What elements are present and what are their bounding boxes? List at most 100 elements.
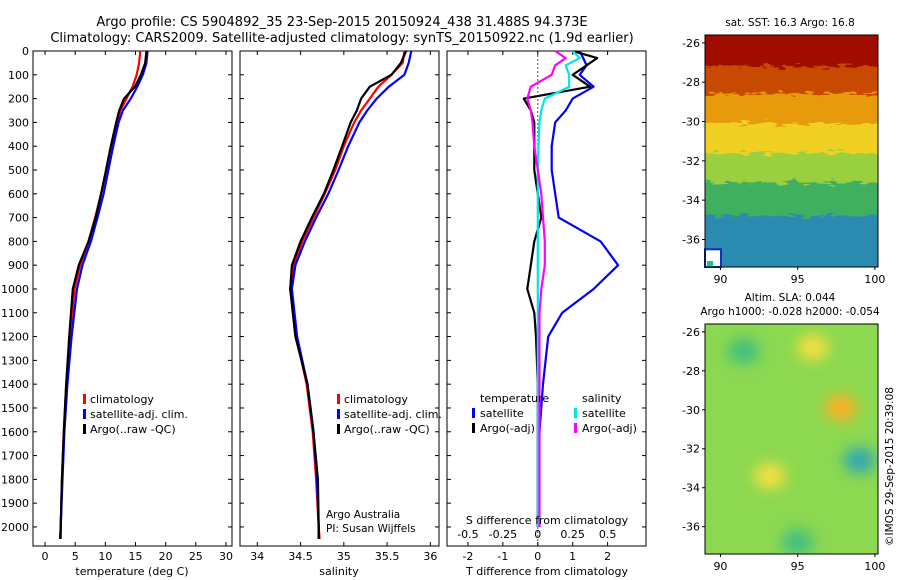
pi-note: PI: Susan Wijffels <box>326 523 416 535</box>
depth-tick-label: 1900 <box>1 497 29 510</box>
sst-map: -26 -28 -30 -32 -34 -36 90 95 100 <box>682 35 885 286</box>
lat-tick-label: -34 <box>682 194 700 207</box>
legend-swatch-satellite <box>83 409 86 419</box>
legend-swatch-t-satellite <box>472 408 475 418</box>
x-tick-label: 35 <box>337 550 351 563</box>
sla-blob <box>727 338 760 365</box>
lon-tick-label: 100 <box>864 560 885 573</box>
depth-tick-label: 1200 <box>1 331 29 344</box>
lat-tick-label: -28 <box>682 76 700 89</box>
x-tick-label: 20 <box>159 550 173 563</box>
lat-tick-label: -30 <box>682 116 700 129</box>
sla-map-title-line2: Argo h1000: -0.028 h2000: -0.054 <box>700 306 880 318</box>
sla-field <box>705 324 878 554</box>
sla-map-frame <box>704 323 879 555</box>
series-line <box>536 50 581 527</box>
depth-axis: 0 100 200 300 400 500 600 700 800 900 1000 1100 1200… <box>1 45 646 534</box>
lat-tick-label: -26 <box>682 37 700 50</box>
x-tick-label: 35.5 <box>375 550 400 563</box>
legend-swatch-argo <box>83 424 86 434</box>
lon-tick-label: 100 <box>864 273 885 286</box>
sst-map-title: sat. SST: 16.3 Argo: 16.8 <box>725 17 855 29</box>
legend-swatch-climatology <box>337 394 340 404</box>
lon-tick-label: 90 <box>713 273 727 286</box>
tdiff-xlabel: T difference from climatology <box>465 565 628 578</box>
legend-title-salinity: salinity <box>582 392 622 405</box>
legend-label-t-argo: Argo(-adj) <box>480 422 535 435</box>
lon-tick-label: 95 <box>791 273 805 286</box>
x-tick-label: 34 <box>250 550 264 563</box>
depth-tick-label: 500 <box>8 164 29 177</box>
legend-swatch-climatology <box>83 394 86 404</box>
difference-panel-frame <box>446 50 647 547</box>
series-line <box>536 50 620 528</box>
sdiff-xlabel: S difference from climatology <box>466 514 629 527</box>
x-tick-label: 25 <box>189 550 203 563</box>
sla-base <box>705 324 878 554</box>
x-tick-label: 15 <box>129 550 143 563</box>
depth-tick-label: 700 <box>8 212 29 225</box>
s-tick-label: 0.5 <box>599 528 617 541</box>
depth-tick-label: 800 <box>8 235 29 248</box>
x-tick-label: 36 <box>423 550 437 563</box>
temperature-xlabel: temperature (deg C) <box>75 565 188 578</box>
lat-tick-label: -36 <box>682 233 700 246</box>
depth-tick-label: 1700 <box>1 450 29 463</box>
sla-blobs <box>727 334 876 554</box>
series-line <box>290 50 413 539</box>
salinity-xlabel: salinity <box>319 565 359 578</box>
sst-map-frame <box>704 34 879 268</box>
difference-legend: temperature satellite Argo(-adj) salinit… <box>472 392 637 435</box>
legend-label-climatology: climatology <box>90 393 154 406</box>
depth-tick-label: 1000 <box>1 283 29 296</box>
series-line <box>289 50 406 539</box>
lat-tick-label: -28 <box>682 365 700 378</box>
x-tick-label: 10 <box>98 550 112 563</box>
figure-title-line1: Argo profile: CS 5904892_35 23-Sep-2015 … <box>96 15 587 30</box>
salinity-profiles: 34 34.5 35 35.5 36 <box>250 50 437 563</box>
depth-tick-label: 1300 <box>1 354 29 367</box>
legend-swatch-satellite <box>337 409 340 419</box>
lat-tick-label: -26 <box>682 326 700 339</box>
legend-label-t-satellite: satellite <box>480 407 524 420</box>
lat-tick-label: -34 <box>682 482 700 495</box>
depth-tick-label: 400 <box>8 140 29 153</box>
legend-title-temperature: temperature <box>480 392 549 405</box>
depth-tick-label: 1100 <box>1 307 29 320</box>
lon-tick-label: 90 <box>713 560 727 573</box>
x-tick-label: 30 <box>219 550 233 563</box>
sla-map: -26 -28 -30 -32 -34 -36 90 95 100 <box>682 324 885 573</box>
lat-tick-label: -32 <box>682 155 700 168</box>
sst-band <box>705 215 878 267</box>
legend-label-satellite: satellite-adj. clim. <box>344 408 442 421</box>
legend-label-s-argo: Argo(-adj) <box>582 422 637 435</box>
x-tick-label: 2 <box>604 550 611 563</box>
x-tick-label: -2 <box>462 550 473 563</box>
legend-label-satellite: satellite-adj. clim. <box>90 408 188 421</box>
sla-blob <box>824 394 857 421</box>
x-tick-label: 0 <box>534 550 541 563</box>
depth-tick-label: 200 <box>8 93 29 106</box>
legend-swatch-s-argo <box>574 423 577 433</box>
depth-tick-label: 1500 <box>1 402 29 415</box>
salinity-panel-frame <box>239 50 440 547</box>
sla-blob <box>781 529 814 554</box>
depth-tick-label: 900 <box>8 259 29 272</box>
s-tick-label: 0.25 <box>560 528 585 541</box>
temperature-profiles: 0 5 10 15 20 25 30 <box>42 50 233 563</box>
legend-swatch-t-argo <box>472 423 475 433</box>
legend-label-argo: Argo(..raw -QC) <box>90 423 176 436</box>
s-tick-label: -0.25 <box>489 528 517 541</box>
sla-blob <box>843 447 876 474</box>
s-tick-label: -0.5 <box>457 528 478 541</box>
x-tick-label: 0 <box>42 550 49 563</box>
series-line <box>522 49 599 527</box>
lat-tick-label: -36 <box>682 521 700 534</box>
depth-tick-label: 1800 <box>1 473 29 486</box>
lat-tick-label: -32 <box>682 443 700 456</box>
x-tick-label: -1 <box>497 550 508 563</box>
temperature-panel-frame <box>32 50 233 547</box>
series-line <box>289 50 408 539</box>
depth-tick-label: 2000 <box>1 521 29 534</box>
